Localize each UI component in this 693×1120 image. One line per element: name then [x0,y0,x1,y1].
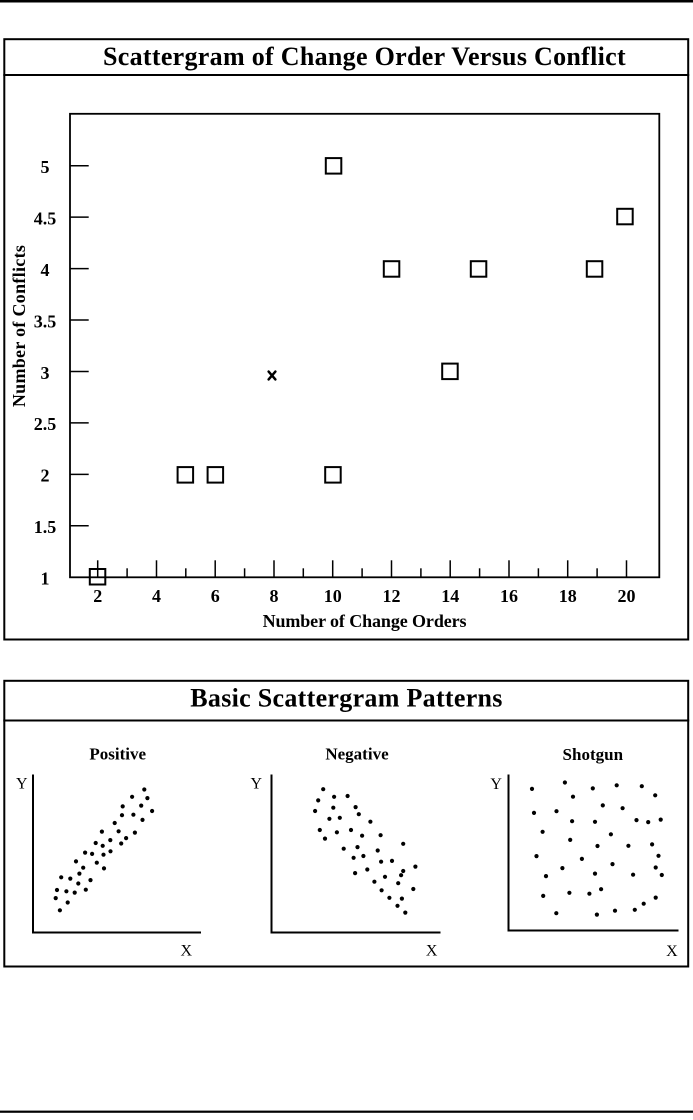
svg-text:2: 2 [41,466,50,486]
svg-text:Y: Y [251,776,263,793]
svg-text:1: 1 [41,569,50,589]
svg-text:2.5: 2.5 [34,414,57,434]
svg-text:Number of Change Orders: Number of Change Orders [263,611,467,631]
svg-text:5: 5 [41,157,50,177]
svg-text:3.5: 3.5 [34,311,57,331]
svg-text:X: X [666,943,678,960]
svg-text:1.5: 1.5 [34,517,57,537]
svg-text:8: 8 [270,586,279,606]
svg-text:X: X [426,943,438,960]
svg-text:Positive: Positive [89,745,146,764]
svg-text:Negative: Negative [325,745,389,764]
svg-text:10: 10 [324,586,342,606]
svg-text:Number of Conflicts: Number of Conflicts [9,245,29,407]
svg-text:20: 20 [618,586,636,606]
svg-text:6: 6 [211,586,220,606]
svg-text:4: 4 [41,260,50,280]
svg-text:Y: Y [16,776,28,793]
svg-text:14: 14 [441,586,459,606]
svg-text:Shotgun: Shotgun [563,745,624,764]
svg-text:X: X [181,943,193,960]
svg-text:Y: Y [490,776,502,793]
svg-text:4: 4 [152,586,161,606]
svg-text:3: 3 [41,363,50,383]
svg-text:4.5: 4.5 [34,208,57,228]
svg-text:16: 16 [500,586,518,606]
svg-text:Scattergram of Change Order Ve: Scattergram of Change Order Versus Confl… [103,42,626,71]
svg-text:2: 2 [93,586,102,606]
svg-text:Basic Scattergram Patterns: Basic Scattergram Patterns [190,684,502,713]
svg-text:12: 12 [383,586,401,606]
svg-text:18: 18 [559,586,577,606]
